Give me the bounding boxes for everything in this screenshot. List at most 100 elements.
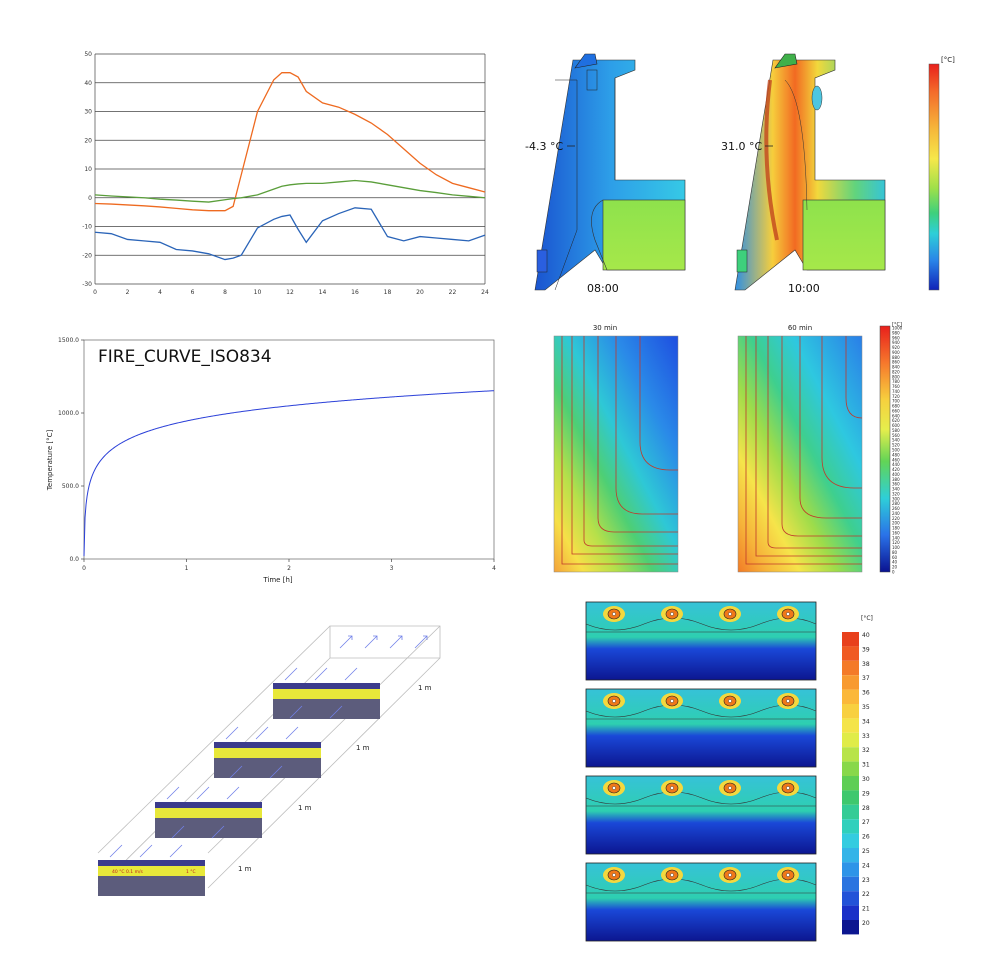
x-tick-14: 14 xyxy=(319,289,327,296)
y-tick-20: 20 xyxy=(84,137,92,144)
isoline xyxy=(585,704,817,718)
floor-colorbar-swatch-36 xyxy=(842,689,859,704)
fire-colorbar-tick-160: 160 xyxy=(892,530,900,535)
x-tick-1: 1 xyxy=(185,565,189,572)
floor-colorbar-tick-24: 24 xyxy=(862,862,870,869)
fire-colorbar-tick-580: 580 xyxy=(892,428,900,433)
floor-colorbar-tick-25: 25 xyxy=(862,848,870,855)
fire-colorbar-tick-960: 960 xyxy=(892,335,900,340)
fire-colorbar-tick-140: 140 xyxy=(892,535,900,540)
fire-colorbar-tick-620: 620 xyxy=(892,418,900,423)
x-tick-6: 6 xyxy=(191,289,195,296)
fire-curve-xlabel: Time [h] xyxy=(262,576,293,584)
fire-cross-sections-svg: 30 min 60 min [°C] 100098096094092090088… xyxy=(553,322,903,575)
pipe-core xyxy=(728,873,732,877)
pipe-core xyxy=(670,786,674,790)
fire-colorbar-tick-320: 320 xyxy=(892,491,900,496)
temperature-line-chart: -30 -20 -10 0 10 20 30 40 50 0 2 4 6 8 10 12 14 16 18 20 22 2… xyxy=(75,48,495,298)
length-label-4: 1 m xyxy=(238,865,252,873)
fire-colorbar-tick-360: 360 xyxy=(892,482,900,487)
y-tick-1000.0: 1000.0 xyxy=(58,410,79,417)
y-tick-40: 40 xyxy=(84,80,92,87)
floor-colorbar-tick-21: 21 xyxy=(862,906,870,913)
floor-colorbar-swatch-22 xyxy=(842,891,859,906)
floor-strip-3 xyxy=(585,775,817,855)
pipe-core xyxy=(786,873,790,877)
fire-colorbar-tick-240: 240 xyxy=(892,511,900,516)
plot-frame xyxy=(83,339,495,560)
fire-colorbar-tick-40: 40 xyxy=(892,560,898,565)
floor-colorbar-swatch-23 xyxy=(842,876,859,892)
fire-curve-ylabel: Temperature [°C] xyxy=(46,430,54,492)
x-tick-16: 16 xyxy=(351,289,359,296)
y-tick-50: 50 xyxy=(84,51,92,58)
floor-colorbar-swatch-20 xyxy=(842,920,859,935)
fire-colorbar-tick-340: 340 xyxy=(892,487,900,492)
y-tick--10: -10 xyxy=(82,224,92,231)
floor-colorbar-swatch-25 xyxy=(842,848,859,863)
floor-colorbar-swatch-34 xyxy=(842,718,859,733)
floor-colorbar-tick-31: 31 xyxy=(862,762,870,769)
floor-colorbar-tick-35: 35 xyxy=(862,704,870,711)
fire-colorbar-tick-680: 680 xyxy=(892,404,900,409)
annotation-cold: -4.3 °C xyxy=(525,140,563,153)
fire-curve-title: FIRE_CURVE_ISO834 xyxy=(98,347,272,367)
annotation-warm: 31.0 °C xyxy=(721,140,762,153)
fire-colorbar-tick-600: 600 xyxy=(892,423,900,428)
series-line-2 xyxy=(94,207,486,261)
y-tick-500.0: 500.0 xyxy=(62,483,79,490)
floor-colorbar-swatch-33 xyxy=(842,732,859,748)
fire-colorbar-tick-440: 440 xyxy=(892,462,900,467)
floor-colorbar-tick-23: 23 xyxy=(862,877,870,884)
fire-colorbar-tick-800: 800 xyxy=(892,374,900,379)
floor-strip-4 xyxy=(585,862,817,942)
pipe-core xyxy=(728,612,732,616)
floor-colorbar-swatch-35 xyxy=(842,704,859,719)
fire-curve-line xyxy=(83,390,495,557)
floor-strip-1 xyxy=(585,601,817,681)
series-line-0 xyxy=(94,72,486,212)
floor-colorbar-swatch-40 xyxy=(842,632,859,647)
floor-colorbar-tick-37: 37 xyxy=(862,675,870,682)
fire-cross-sections: 30 min 60 min [°C] 1000 980 960 940 920 900 88… xyxy=(520,318,920,580)
section-30min xyxy=(553,335,679,573)
section-60min xyxy=(737,335,863,573)
x-tick-24: 24 xyxy=(481,289,489,296)
section-label-30min: 30 min xyxy=(593,324,617,332)
fire-colorbar-tick-500: 500 xyxy=(892,448,900,453)
floor-colorbar-tick-20: 20 xyxy=(862,920,870,927)
fire-colorbar-unit: [°C] xyxy=(892,322,902,328)
floor-heating-svg: [°C] 40 39 38 37 36 35 34 33 32 31 30 29 28 27 26 25 24 2… xyxy=(585,601,873,942)
fire-colorbar-tick-180: 180 xyxy=(892,526,900,531)
pipe-core xyxy=(786,612,790,616)
floor-colorbar-tick-26: 26 xyxy=(862,834,870,841)
fire-colorbar-tick-700: 700 xyxy=(892,399,900,404)
floor-colorbar-tick-36: 36 xyxy=(862,690,870,697)
floor-colorbar-tick-34: 34 xyxy=(862,718,870,725)
fire-colorbar-tick-220: 220 xyxy=(892,516,900,521)
window-colorbar-unit: [°C] xyxy=(941,56,955,64)
fire-colorbar xyxy=(879,325,891,573)
fire-colorbar-tick-1000: 1000 xyxy=(892,326,903,331)
pipe-core xyxy=(728,699,732,703)
fire-colorbar-tick-0: 0 xyxy=(892,570,895,575)
fire-colorbar-tick-80: 80 xyxy=(892,550,898,555)
fire-colorbar-tick-900: 900 xyxy=(892,350,900,355)
fire-colorbar-tick-540: 540 xyxy=(892,438,900,443)
floor-colorbar-swatch-38 xyxy=(842,660,859,676)
y-tick-0: 0 xyxy=(88,195,92,202)
x-tick-22: 22 xyxy=(449,289,457,296)
isoline xyxy=(585,878,817,892)
window-section-1000 xyxy=(734,53,886,291)
pipe-core xyxy=(612,786,616,790)
floor-colorbar-swatch-29 xyxy=(842,790,859,805)
fire-colorbar-tick-920: 920 xyxy=(892,345,900,350)
y-tick-30: 30 xyxy=(84,109,92,116)
floor-colorbar-unit: [°C] xyxy=(861,615,873,622)
floor-colorbar-tick-28: 28 xyxy=(862,805,870,812)
floor-colorbar-tick-39: 39 xyxy=(862,646,870,653)
floor-colorbar-tick-29: 29 xyxy=(862,790,870,797)
x-tick-4: 4 xyxy=(158,289,162,296)
floor-colorbar-tick-27: 27 xyxy=(862,819,870,826)
length-label-2: 1 m xyxy=(356,744,370,752)
